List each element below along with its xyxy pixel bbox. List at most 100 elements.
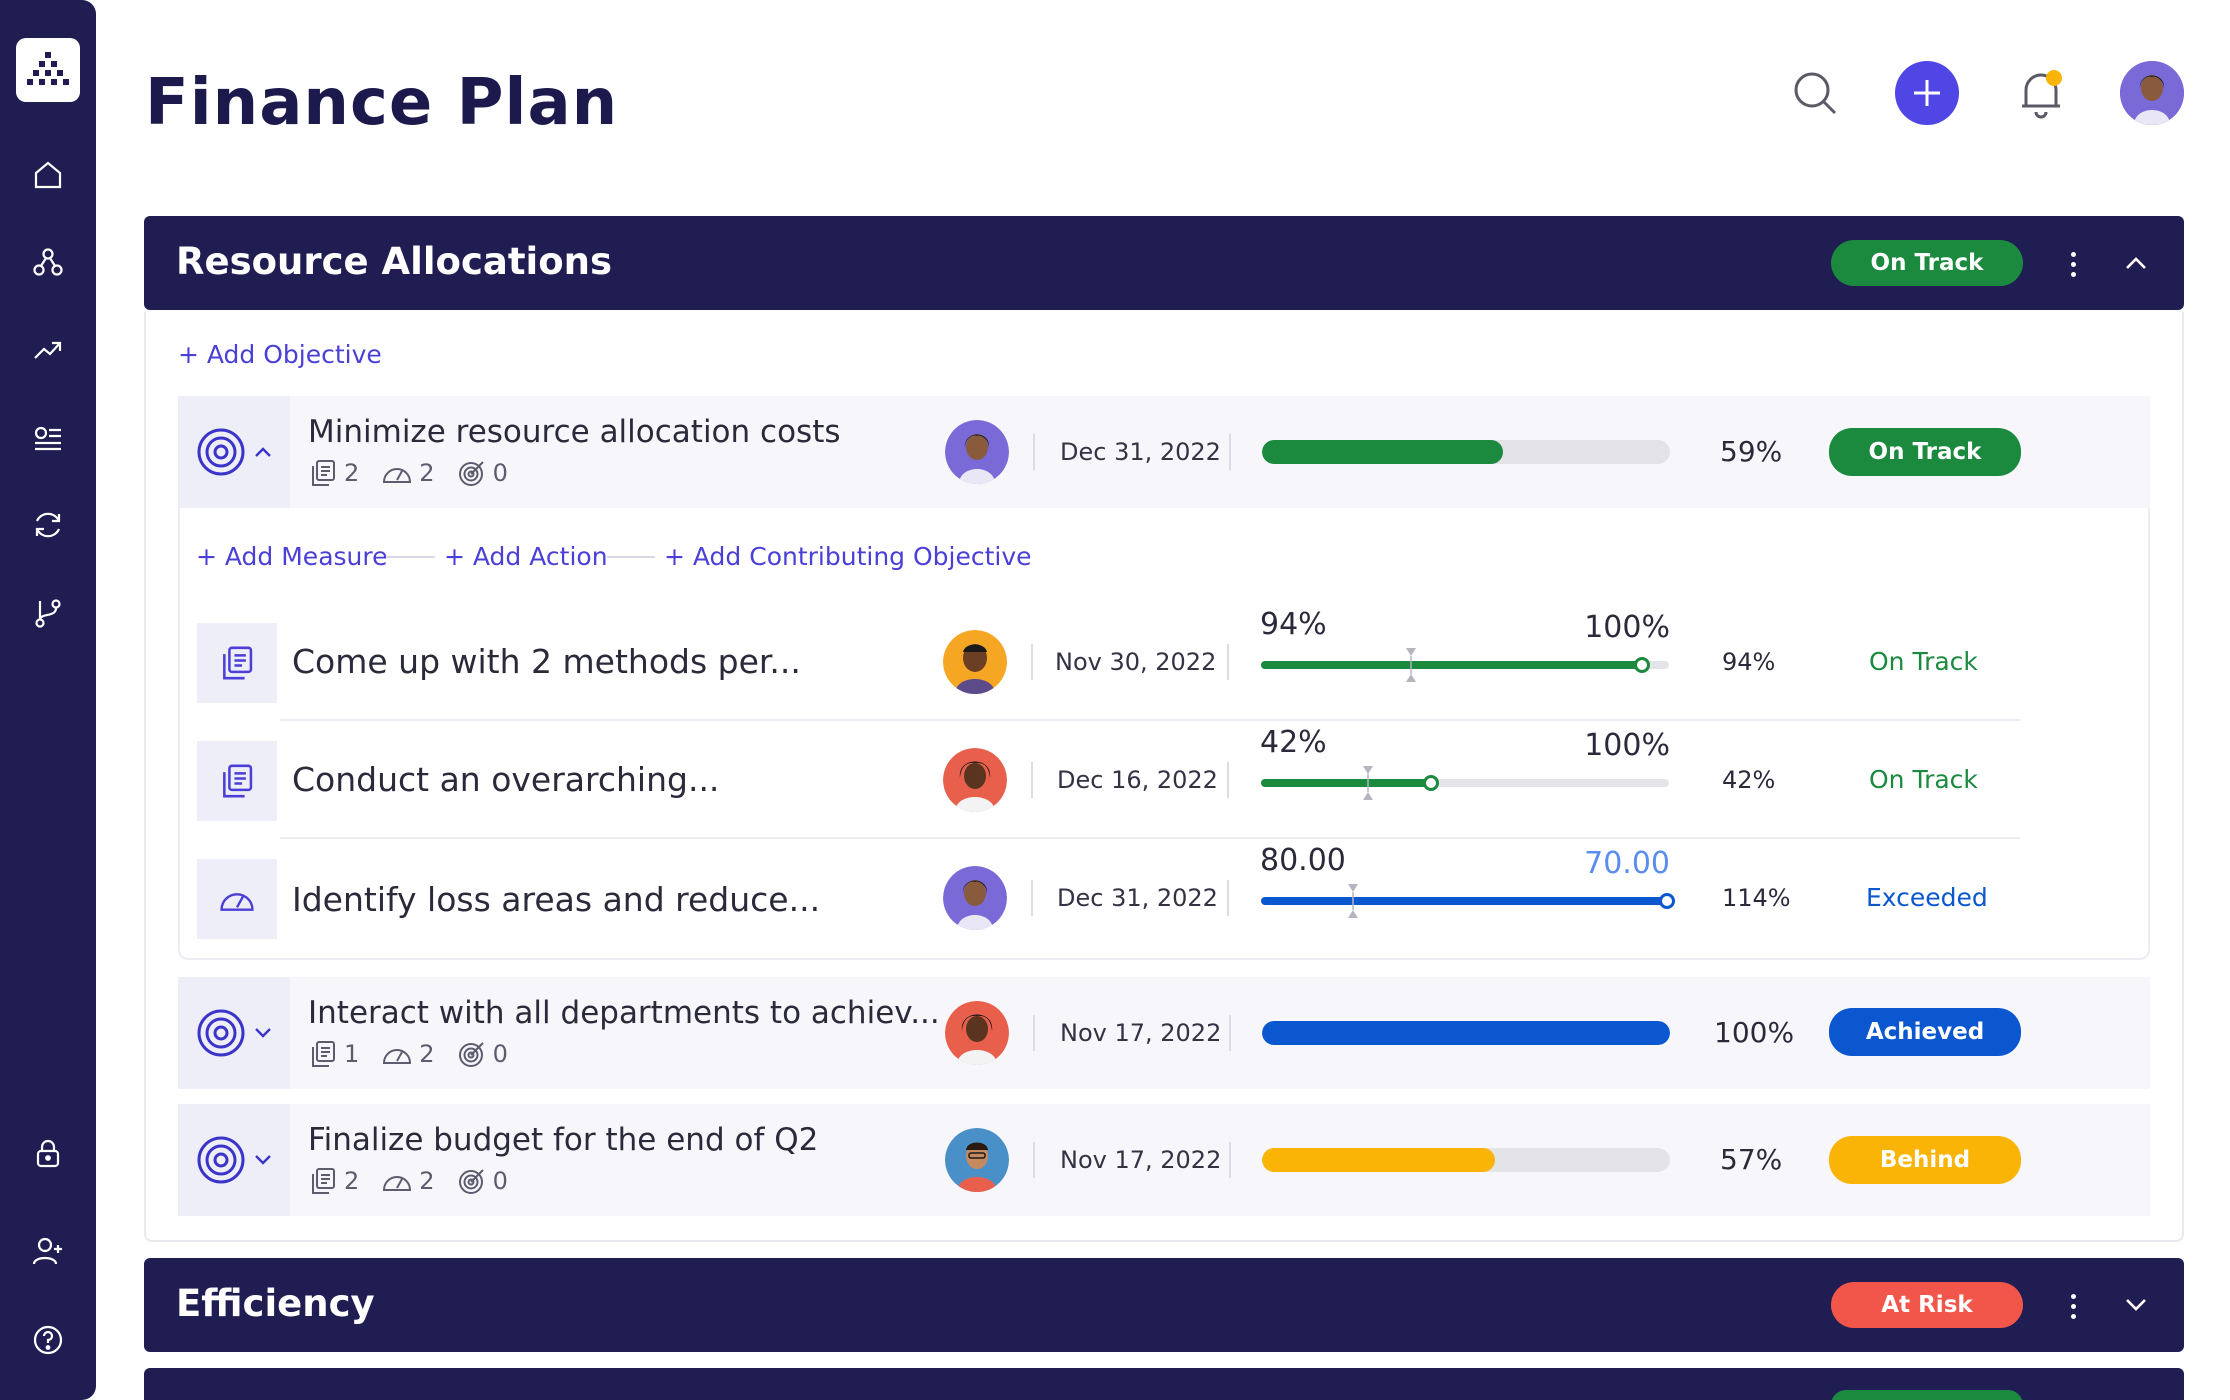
branch-icon[interactable] (28, 593, 68, 633)
due-date: Dec 16, 2022 (1057, 766, 1218, 794)
separator (1227, 762, 1229, 798)
link-divider (387, 556, 435, 558)
separator (1033, 1142, 1035, 1178)
page-title: Finance Plan (145, 66, 619, 140)
more-menu-icon[interactable] (2063, 244, 2083, 284)
objective-row[interactable]: Minimize resource allocation costs 2 2 0 (178, 396, 2150, 508)
gauge-icon (220, 893, 254, 911)
more-menu-icon[interactable] (2063, 1286, 2083, 1326)
measure-title[interactable]: Come up with 2 methods per... (292, 642, 801, 681)
chevron-up-icon (255, 447, 271, 457)
progress-fill (1262, 1021, 1670, 1045)
owner-avatar[interactable] (943, 748, 1007, 812)
add-objective-link[interactable]: + Add Objective (178, 340, 382, 369)
status-badge: On Track (1829, 428, 2021, 476)
progress-percent: 57% (1720, 1143, 1783, 1176)
section-title: Resource Allocations (176, 240, 612, 283)
objective-title[interactable]: Interact with all departments to achiev.… (308, 995, 940, 1031)
action-count: 2 (419, 1167, 435, 1195)
chevron-down-icon[interactable] (2121, 1290, 2151, 1320)
objective-icon-box[interactable] (178, 1104, 290, 1216)
separator (1229, 1015, 1231, 1051)
section-title: Efficiency (176, 1282, 375, 1325)
measure-knob[interactable] (1423, 775, 1439, 791)
add-button[interactable] (1895, 61, 1959, 125)
search-icon[interactable] (1792, 70, 1838, 116)
objective-row[interactable]: Finalize budget for the end of Q2 2 2 0 (178, 1104, 2150, 1216)
lock-icon[interactable] (28, 1133, 68, 1173)
measure-icon (312, 460, 335, 486)
progress-bar (1262, 440, 1670, 464)
expected-marker (1348, 884, 1358, 918)
separator (1229, 434, 1231, 470)
separator (1227, 644, 1229, 680)
objective-title[interactable]: Minimize resource allocation costs (308, 414, 841, 450)
hierarchy-icon[interactable] (28, 242, 68, 282)
measure-icon (223, 646, 253, 680)
list-icon[interactable] (28, 418, 68, 458)
action-icon-box (197, 859, 277, 939)
action-title[interactable]: Identify loss areas and reduce... (292, 880, 821, 919)
section-body (144, 312, 2184, 1242)
target-small-icon (458, 1169, 484, 1194)
separator (1031, 762, 1033, 798)
target-icon (197, 1009, 245, 1057)
objective-row[interactable]: Interact with all departments to achiev.… (178, 977, 2150, 1089)
measure-fill (1261, 897, 1669, 905)
due-date: Nov 30, 2022 (1055, 648, 1217, 676)
progress-percent: 100% (1714, 1016, 1795, 1049)
separator (1229, 1142, 1231, 1178)
objective-icon-box[interactable] (178, 977, 290, 1089)
add-measure-link[interactable]: + Add Measure (196, 542, 388, 571)
measure-knob[interactable] (1659, 893, 1675, 909)
objective-title[interactable]: Finalize budget for the end of Q2 (308, 1122, 819, 1158)
objective-stats: 1 2 0 (308, 1039, 530, 1069)
measure-percent: 42% (1722, 766, 1776, 794)
measure-knob[interactable] (1634, 657, 1650, 673)
owner-avatar[interactable] (945, 1001, 1009, 1065)
owner-avatar[interactable] (943, 630, 1007, 694)
measure-icon-box (197, 741, 277, 821)
separator (1033, 434, 1035, 470)
section-header-next[interactable] (144, 1368, 2184, 1400)
owner-avatar[interactable] (943, 866, 1007, 930)
bell-icon[interactable] (2016, 66, 2066, 120)
target-small-icon (458, 1042, 484, 1067)
objective-icon-box[interactable] (178, 396, 290, 508)
objective-stats: 2 2 0 (308, 458, 530, 488)
help-icon[interactable] (28, 1320, 68, 1360)
measure-count: 2 (344, 1167, 360, 1195)
status-badge: Achieved (1829, 1008, 2021, 1056)
section-header-resource-allocations[interactable]: Resource Allocations On Track (144, 216, 2184, 310)
add-action-link[interactable]: + Add Action (444, 542, 608, 571)
due-date: Dec 31, 2022 (1057, 884, 1218, 912)
add-user-icon[interactable] (28, 1231, 68, 1271)
chevron-up-icon[interactable] (2121, 248, 2151, 278)
home-icon[interactable] (28, 155, 68, 195)
measure-percent: 114% (1722, 884, 1791, 912)
target-icon (197, 1136, 245, 1184)
measure-icon-box (197, 623, 277, 703)
status-badge: Behind (1829, 1136, 2021, 1184)
measure-count: 1 (344, 1040, 360, 1068)
measure-title[interactable]: Conduct an overarching... (292, 760, 720, 799)
separator (1033, 1015, 1035, 1051)
owner-avatar[interactable] (945, 420, 1009, 484)
measure-icon (312, 1041, 335, 1067)
trend-icon[interactable] (28, 330, 68, 370)
app-logo[interactable] (16, 38, 80, 102)
objective-count: 0 (492, 1167, 508, 1195)
gauge-icon (383, 1176, 412, 1191)
chevron-down-icon (255, 1028, 271, 1038)
refresh-icon[interactable] (28, 505, 68, 545)
target-value: 100% (1584, 728, 1670, 763)
add-contributing-objective-link[interactable]: + Add Contributing Objective (664, 542, 1032, 571)
target-icon (197, 428, 245, 476)
gauge-icon (383, 1049, 412, 1064)
section-header-efficiency[interactable]: Efficiency At Risk (144, 1258, 2184, 1352)
progress-percent: 59% (1720, 435, 1783, 468)
user-avatar[interactable] (2120, 61, 2184, 125)
measure-percent: 94% (1722, 648, 1776, 676)
owner-avatar[interactable] (945, 1128, 1009, 1192)
progress-bar (1262, 1148, 1670, 1172)
